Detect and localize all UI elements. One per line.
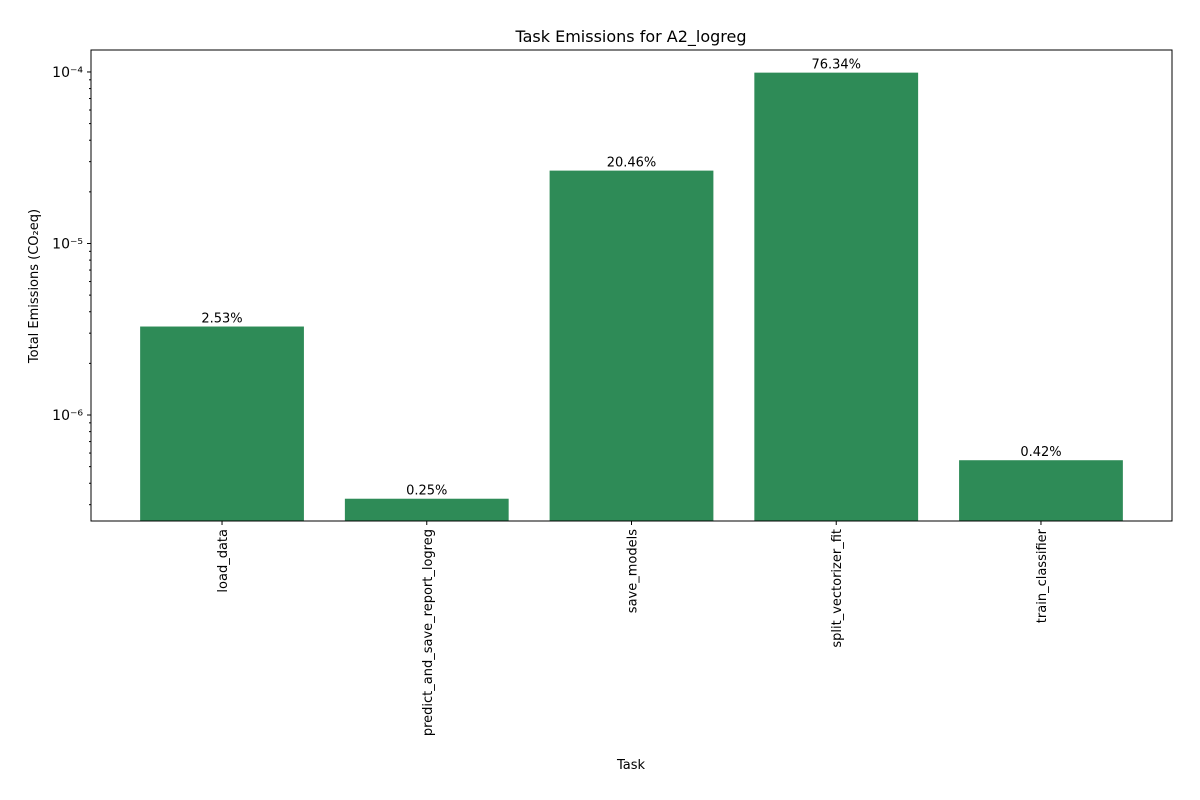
y-tick-label: 10⁻⁶	[52, 408, 83, 424]
x-tick-label: save_models	[626, 529, 641, 613]
bar	[549, 170, 714, 521]
chart-title: Task Emissions for A2_logreg	[514, 27, 746, 47]
bar	[959, 460, 1123, 521]
bar	[754, 72, 919, 521]
x-axis-label: Task	[616, 758, 646, 773]
y-tick-label: 10⁻⁴	[52, 65, 83, 81]
plot-frame	[90, 49, 1173, 522]
bar-label: 2.53%	[201, 312, 242, 327]
y-tick-label: 10⁻⁵	[52, 236, 83, 252]
bar	[344, 498, 509, 521]
bar	[140, 326, 304, 521]
y-axis-label: Total Emissions (CO₂eq)	[27, 209, 42, 364]
x-tick-label: load_data	[216, 529, 231, 593]
x-tick-label: split_vectorizer_fit	[830, 529, 845, 648]
bar-label: 0.42%	[1020, 445, 1061, 460]
bar-label: 20.46%	[607, 156, 657, 171]
bar-label: 0.25%	[406, 484, 447, 499]
x-tick-label: train_classifier	[1035, 528, 1050, 623]
bar-label: 76.34%	[811, 58, 861, 73]
x-tick-label: predict_and_save_report_logreg	[421, 529, 436, 736]
